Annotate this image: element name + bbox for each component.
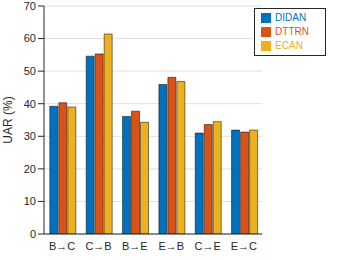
- svg-text:40: 40: [24, 98, 36, 110]
- svg-text:30: 30: [24, 130, 36, 142]
- svg-text:10: 10: [24, 195, 36, 207]
- svg-text:70: 70: [24, 0, 36, 12]
- svg-text:B→C: B→C: [49, 240, 75, 252]
- svg-text:20: 20: [24, 163, 36, 175]
- html-text:DTTRN: DTTRN: [275, 26, 309, 37]
- html-text:DIDAN: DIDAN: [275, 12, 307, 23]
- svg-text:C→B: C→B: [85, 240, 111, 252]
- svg-text:E→B: E→B: [158, 240, 184, 252]
- svg-text:50: 50: [24, 65, 36, 77]
- html-text:ECAN: ECAN: [275, 40, 303, 51]
- svg-text:E→C: E→C: [231, 240, 257, 252]
- svg-text:UAR (%): UAR (%): [8, 96, 15, 143]
- svg-text:60: 60: [24, 32, 36, 44]
- svg-text:0: 0: [30, 228, 36, 240]
- svg-text:C→E: C→E: [194, 240, 220, 252]
- svg-text:B→E: B→E: [122, 240, 148, 252]
